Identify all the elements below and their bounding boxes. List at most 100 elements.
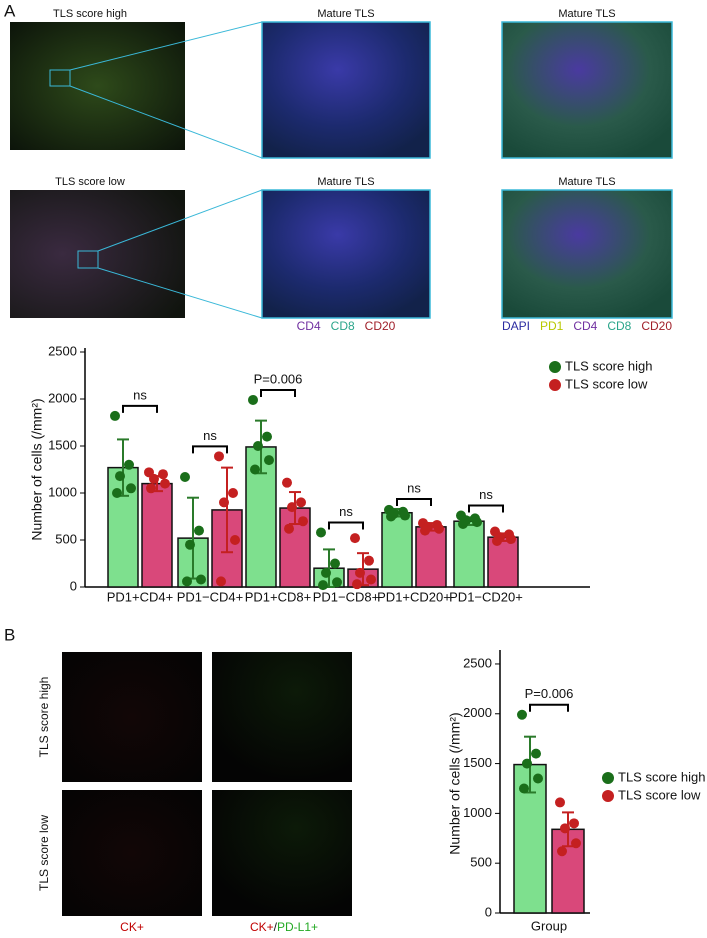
data-point [352, 579, 362, 590]
data-point [533, 773, 543, 784]
row-label: TLS score low [37, 815, 51, 891]
panel-a-images: A TLS score high Mature TLS Mature TLS T… [4, 1, 673, 333]
significance-bracket [468, 504, 504, 513]
image-title: Mature TLS [317, 8, 374, 20]
x-tick-label: PD1+CD4+ [107, 589, 173, 604]
bar [381, 511, 413, 588]
data-point [228, 488, 238, 498]
significance-bracket [396, 497, 432, 506]
data-point [560, 823, 570, 834]
y-tick-label: 2000 [48, 390, 77, 405]
data-point [253, 441, 263, 451]
data-point [531, 748, 541, 759]
x-tick-label: PD1+CD20+ [377, 589, 451, 604]
zoom-box [49, 69, 71, 87]
significance-bracket [122, 404, 158, 413]
micrograph [261, 189, 431, 319]
data-point [298, 516, 308, 527]
data-point [492, 535, 502, 546]
data-point [160, 478, 170, 489]
data-point [216, 576, 226, 587]
data-point [506, 534, 516, 545]
data-point [230, 535, 240, 545]
image-title: TLS score high [53, 8, 127, 20]
zoom-line [97, 267, 263, 319]
y-tick-label: 1000 [463, 805, 492, 820]
zoom-line [69, 85, 263, 159]
data-point [180, 472, 190, 483]
bar [487, 536, 519, 588]
data-point [214, 451, 224, 462]
column-label: CK+ [120, 920, 144, 934]
significance-bracket [260, 388, 296, 397]
data-point [219, 497, 229, 508]
data-point [250, 464, 260, 475]
y-tick-label: 500 [55, 531, 77, 546]
legend-label: TLS score low [618, 787, 701, 802]
annotation: P=0.006 [254, 371, 303, 386]
micrograph [62, 652, 202, 782]
row-label: TLS score high [37, 677, 51, 758]
column-label: CK+/PD-L1+ [250, 920, 318, 934]
data-point [194, 525, 204, 536]
data-point [519, 783, 529, 794]
data-point [318, 580, 328, 591]
zoom-box [77, 250, 99, 269]
data-point [248, 394, 258, 405]
y-tick-label: 1500 [48, 437, 77, 452]
image-title: Mature TLS [558, 176, 615, 188]
data-point [330, 558, 340, 569]
micrograph [261, 21, 431, 159]
data-point [185, 539, 195, 550]
legend-label: TLS score high [618, 769, 705, 784]
significance-bracket [529, 703, 569, 712]
data-point [332, 577, 342, 588]
data-point [284, 523, 294, 534]
data-point [366, 574, 376, 585]
data-point [571, 838, 581, 849]
marker-legend: CD4 CD8 CD20 [297, 319, 396, 333]
y-tick-label: 500 [470, 855, 492, 870]
data-point [400, 510, 410, 521]
x-tick-label: PD1−CD20+ [449, 589, 523, 604]
bar [141, 482, 173, 588]
y-tick-label: 2000 [463, 705, 492, 720]
data-point [158, 469, 168, 480]
legend-marker [549, 361, 561, 373]
legend-marker [602, 790, 614, 802]
legend-label: TLS score low [565, 376, 648, 391]
bar [453, 520, 485, 588]
annotation: P=0.006 [525, 686, 574, 701]
y-tick-label: 2500 [48, 343, 77, 358]
y-tick-label: 0 [70, 578, 77, 593]
micrograph [10, 22, 185, 150]
data-point [434, 523, 444, 534]
annotation: ns [407, 480, 421, 495]
data-point [472, 517, 482, 528]
y-axis-label: Number of cells (/mm²) [447, 712, 463, 854]
micrograph [212, 652, 352, 782]
x-tick-label: Group [531, 918, 567, 933]
data-point [262, 431, 272, 442]
bar [415, 526, 447, 588]
micrograph [62, 790, 202, 916]
x-tick-label: PD1−CD4+ [177, 589, 243, 604]
annotation: ns [339, 504, 353, 519]
y-tick-label: 1000 [48, 484, 77, 499]
data-point [557, 846, 567, 857]
x-tick-label: PD1−CD8+ [313, 589, 379, 604]
image-title: TLS score low [55, 176, 125, 188]
data-point [146, 483, 156, 494]
x-tick-label: PD1+CD8+ [245, 589, 311, 604]
data-point [522, 758, 532, 769]
data-point [196, 574, 206, 585]
y-tick-label: 1500 [463, 755, 492, 770]
data-point [126, 483, 136, 494]
data-point [555, 797, 565, 808]
data-point [182, 576, 192, 587]
annotation: ns [479, 487, 493, 502]
data-point [264, 455, 274, 466]
data-point [149, 473, 159, 484]
zoom-line [69, 21, 263, 71]
